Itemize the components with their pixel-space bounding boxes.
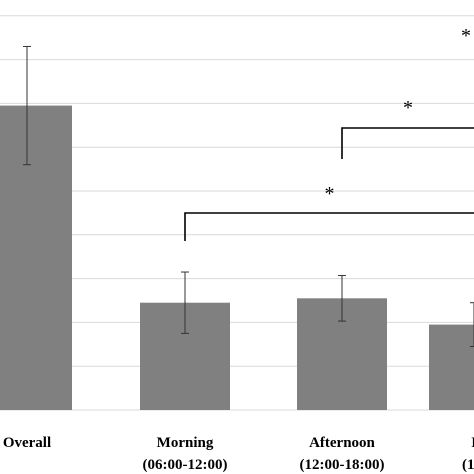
bars: [0, 105, 474, 410]
error-bars: [23, 45, 474, 347]
x-tick-label-morning-line1: Morning: [157, 435, 214, 451]
error-bar-1: [181, 271, 189, 334]
x-tick-label-afternoon-line1: Afternoon: [309, 435, 375, 451]
x-tick-label-morning-line2: (06:00-12:00): [143, 457, 228, 473]
x-tick-labels: Overall Morning (06:00-12:00) Afternoon …: [3, 435, 474, 473]
x-tick-label-afternoon-line2: (12:00-18:00): [300, 457, 385, 473]
significance-brackets: * * *: [184, 25, 474, 241]
x-tick-label-evening-line1: I: [471, 435, 474, 451]
bar-3: [429, 324, 474, 410]
significance-label-1: *: [403, 97, 413, 119]
gridlines: [0, 15, 474, 367]
error-bar-2: [338, 275, 346, 322]
significance-label-2: *: [461, 25, 471, 47]
significance-bracket-1: *: [341, 97, 474, 159]
x-tick-label-evening-line2: (18: [462, 457, 474, 473]
significance-bracket-0: *: [184, 183, 474, 241]
error-bar-3: [470, 302, 474, 347]
significance-label-0: *: [325, 183, 335, 205]
bar-0: [0, 105, 72, 410]
significance-bracket-2: *: [461, 25, 471, 47]
x-tick-label-overall-line1: Overall: [3, 435, 51, 451]
error-bar-0: [23, 45, 31, 166]
